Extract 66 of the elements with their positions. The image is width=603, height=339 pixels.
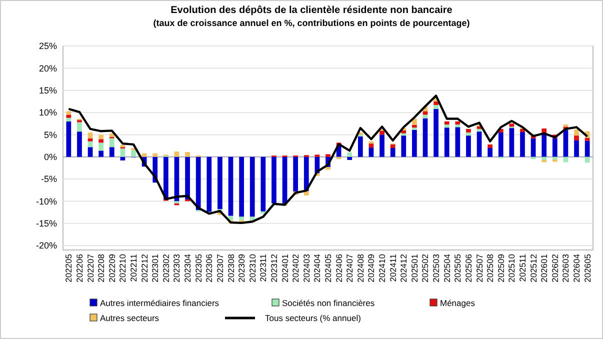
x-tick-label: 202308	[226, 254, 236, 282]
legend-label: Autres secteurs	[100, 312, 160, 323]
x-tick-label: 202304	[182, 254, 193, 282]
y-tick-label: -5%	[40, 174, 57, 184]
x-tick-label: 202409	[366, 254, 376, 282]
x-tick-label: 202601	[539, 254, 550, 282]
x-tick-label: 202412	[398, 254, 409, 282]
x-tick-label: 202303	[172, 254, 182, 282]
x-tick-label: 202205	[64, 254, 74, 282]
legend-label: Autres intermédiaires financiers	[100, 298, 220, 308]
x-tick-label: 202510	[506, 254, 517, 282]
x-tick-label: 202407	[344, 254, 355, 282]
x-tick-label: 202502	[420, 254, 430, 282]
x-tick-label: 202403	[301, 254, 312, 282]
legend-label: Tous secteurs (% annuel)	[265, 312, 362, 323]
x-tick-label: 202506	[463, 254, 474, 282]
x-tick-label: 202302	[160, 254, 171, 282]
x-tick-label: 202604	[572, 254, 582, 282]
chart-subtitle: (taux de croissance annuel en %, contributions en points de pourcentage)	[153, 18, 470, 28]
x-tick-label: 202309	[236, 254, 247, 282]
x-tick-label: 202311	[258, 254, 268, 282]
y-tick-label: -10%	[36, 196, 57, 206]
x-tick-label: 202508	[485, 254, 496, 282]
y-tick-label: 20%	[38, 63, 57, 74]
x-tick-label: 202211	[128, 254, 139, 282]
y-tick-label: 10%	[38, 108, 57, 118]
x-tick-label: 202512	[528, 254, 538, 282]
legend-label: Sociétés non financières	[282, 298, 375, 308]
x-tick-label: 202406	[334, 254, 344, 282]
x-tick-label: 202405	[323, 254, 333, 282]
x-tick-label: 202605	[582, 254, 592, 282]
x-tick-label: 202206	[74, 254, 84, 282]
x-tick-label: 202212	[139, 254, 150, 282]
y-tick-label: -15%	[36, 218, 57, 229]
y-tick-label: 0%	[44, 152, 57, 162]
x-tick-label: 202603	[560, 254, 571, 282]
x-tick-label: 202402	[290, 254, 301, 282]
x-tick-label: 202209	[106, 254, 117, 282]
x-tick-label: 202505	[452, 254, 463, 282]
x-tick-label: 202210	[118, 254, 128, 282]
y-tick-label: 25%	[38, 41, 57, 52]
x-tick-label: 202305	[193, 254, 204, 282]
x-tick-label: 202408	[355, 254, 366, 282]
x-tick-label: 202504	[442, 254, 452, 282]
x-tick-label: 202602	[550, 254, 560, 282]
y-tick-label: -20%	[36, 240, 57, 251]
legend-label: Ménages	[440, 298, 475, 308]
x-tick-label: 202306	[204, 254, 214, 282]
x-tick-label: 202503	[431, 254, 442, 282]
x-tick-label: 202410	[377, 254, 388, 282]
x-tick-label: 202208	[96, 254, 106, 282]
x-tick-label: 202207	[85, 254, 96, 282]
x-tick-label: 202301	[150, 254, 160, 282]
x-tick-label: 202507	[474, 254, 484, 282]
x-tick-label: 202307	[214, 254, 225, 282]
x-tick-label: 202404	[312, 254, 322, 282]
y-tick-label: 5%	[44, 130, 57, 140]
x-tick-label: 202501	[409, 254, 420, 282]
chart-title: Evolution des dépôts de la clientèle résidente non bancaire	[170, 5, 453, 16]
x-tick-label: 202411	[388, 254, 398, 282]
x-tick-label: 202509	[496, 254, 506, 282]
x-tick-label: 202401	[280, 254, 290, 282]
x-tick-label: 202511	[517, 254, 528, 282]
y-tick-label: 15%	[38, 86, 57, 96]
x-tick-label: 202310	[247, 254, 258, 282]
x-tick-label: 202312	[268, 254, 279, 282]
